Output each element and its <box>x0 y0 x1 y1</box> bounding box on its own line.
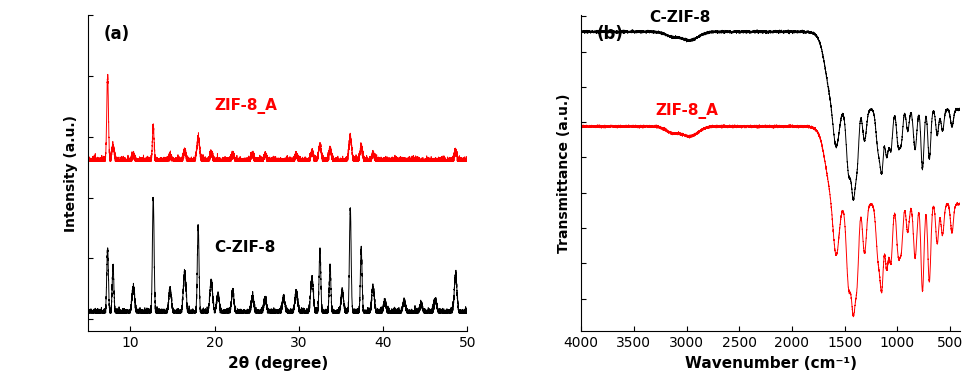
Text: C-ZIF-8: C-ZIF-8 <box>215 240 276 255</box>
X-axis label: Wavenumber (cm⁻¹): Wavenumber (cm⁻¹) <box>685 355 857 370</box>
Text: C-ZIF-8: C-ZIF-8 <box>650 10 711 25</box>
Text: (b): (b) <box>597 25 623 43</box>
Text: (a): (a) <box>103 25 129 43</box>
Text: ZIF-8_A: ZIF-8_A <box>215 97 277 114</box>
Text: ZIF-8_A: ZIF-8_A <box>655 103 717 119</box>
Y-axis label: Intensity (a.u.): Intensity (a.u.) <box>64 115 77 232</box>
X-axis label: 2θ (degree): 2θ (degree) <box>227 355 328 370</box>
Y-axis label: Transmittance (a.u.): Transmittance (a.u.) <box>557 94 570 253</box>
